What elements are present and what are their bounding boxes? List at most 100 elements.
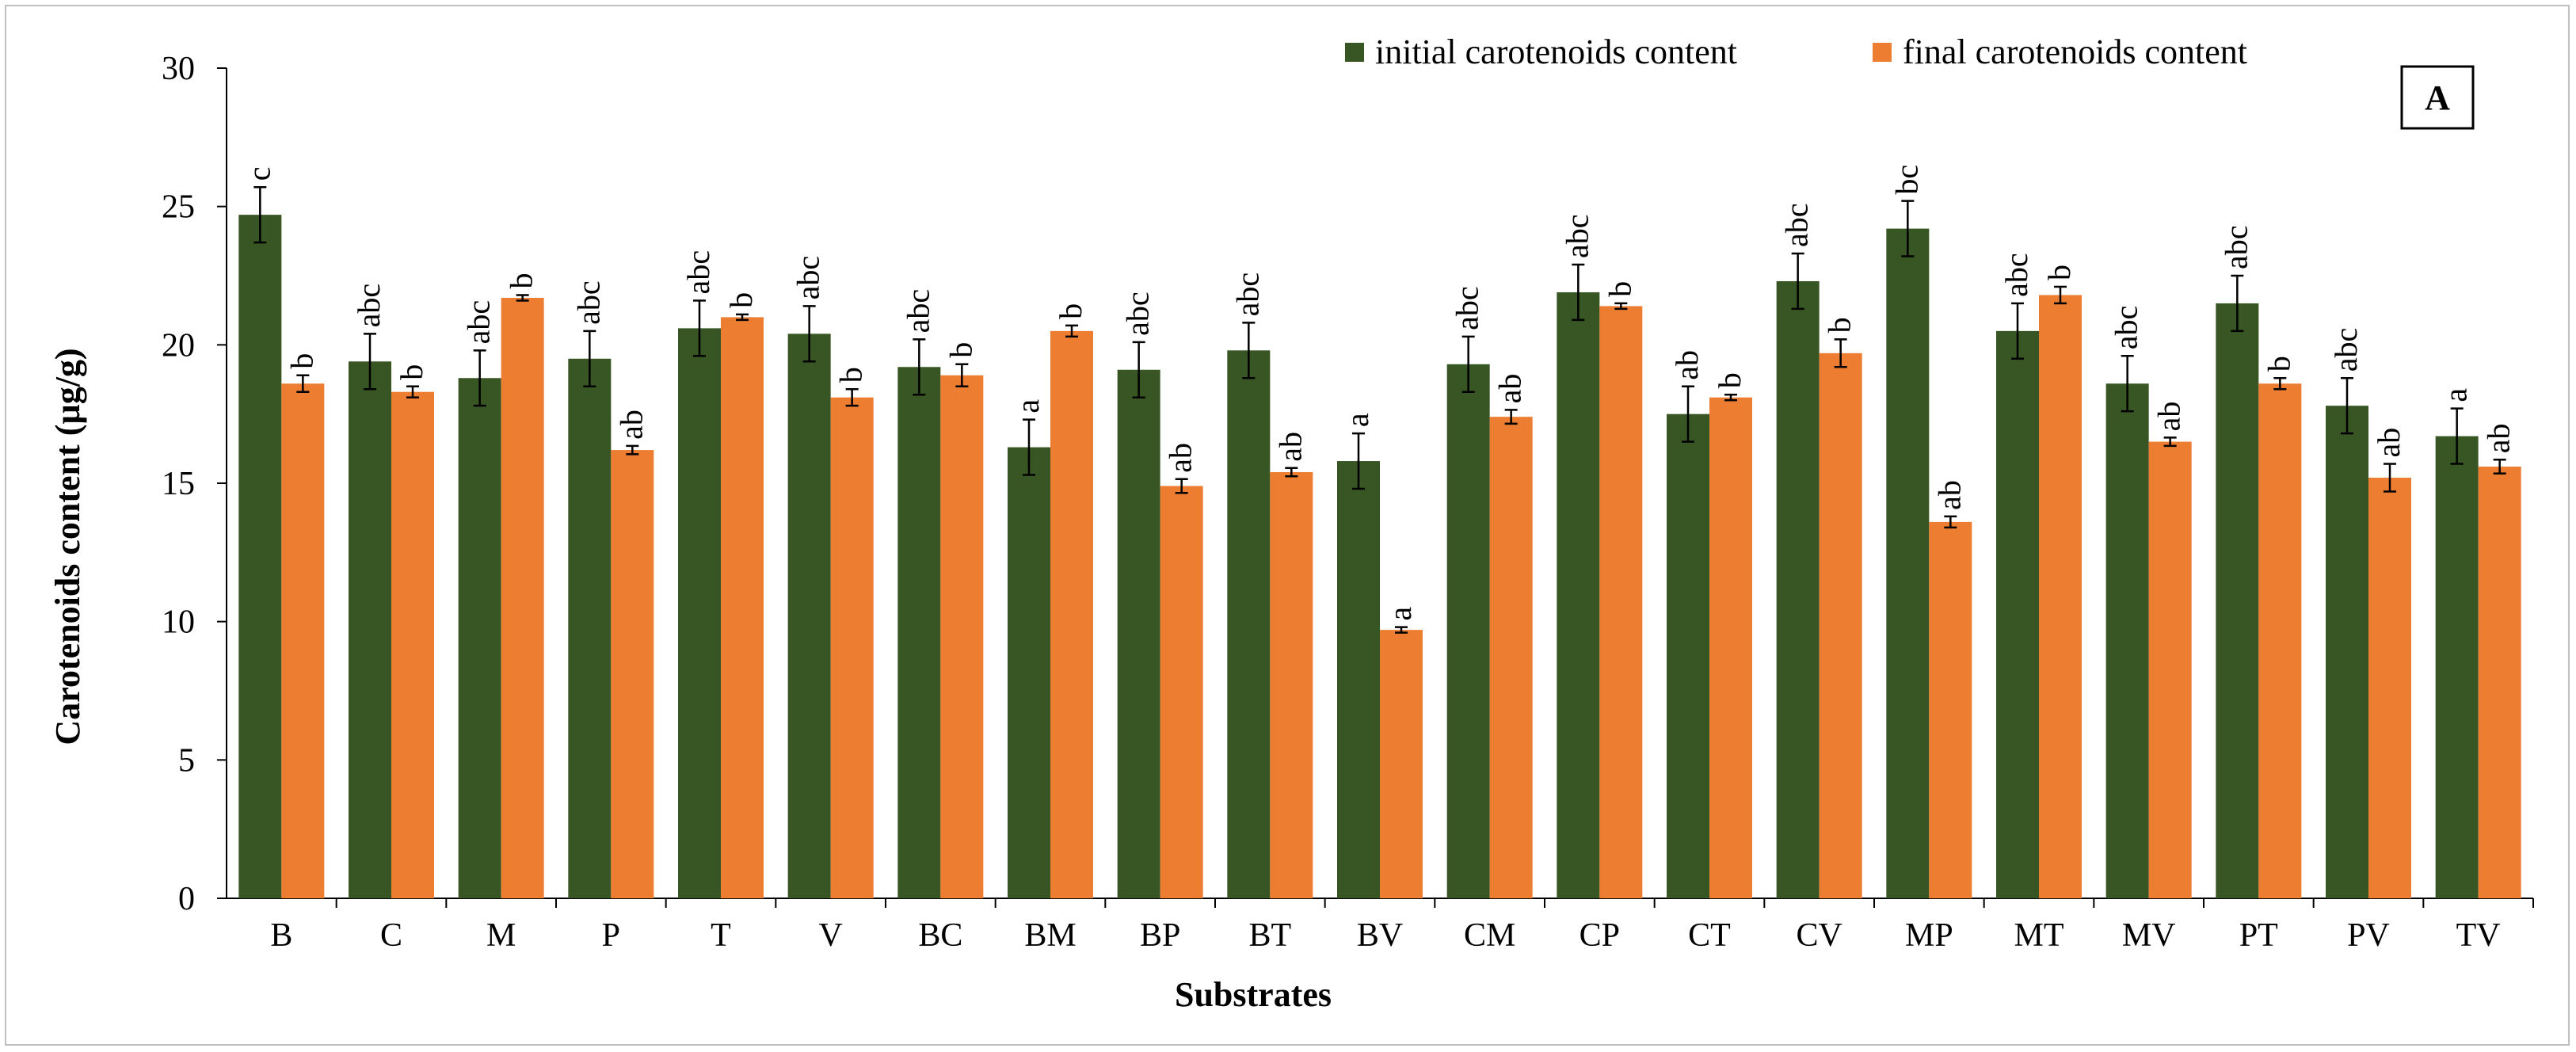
- significance-label: abc: [900, 289, 936, 334]
- bar-final: [1819, 353, 1862, 898]
- bar-final: [830, 397, 874, 898]
- bar-initial: [2435, 436, 2479, 898]
- bar-final: [721, 317, 764, 898]
- significance-label: abc: [1450, 286, 1485, 330]
- bar-initial: [238, 215, 282, 898]
- legend-entry: final carotenoids content: [1903, 32, 2247, 71]
- legend: initial carotenoids content final caroten…: [1345, 32, 2247, 71]
- significance-label: abc: [1559, 215, 1595, 259]
- x-tick-label: BM: [1024, 917, 1076, 954]
- x-tick-label: CP: [1580, 917, 1620, 954]
- significance-label: c: [241, 166, 276, 181]
- bar-initial: [1886, 228, 1930, 898]
- significance-label: b: [504, 273, 539, 288]
- y-tick-label: 0: [178, 881, 195, 917]
- bar-initial: [1446, 364, 1490, 899]
- significance-label: b: [723, 292, 759, 308]
- bar-initial: [2326, 406, 2368, 898]
- y-tick-label: 25: [162, 189, 195, 226]
- y-tick-label: 15: [162, 466, 195, 502]
- legend-swatch: [1873, 43, 1892, 62]
- bar-final: [2039, 295, 2082, 898]
- x-tick-label: BC: [918, 917, 962, 954]
- bar-final: [1270, 472, 1313, 898]
- x-tick-label: BV: [1357, 917, 1403, 954]
- significance-label: b: [1602, 281, 1637, 297]
- significance-label: ab: [2481, 424, 2517, 454]
- x-tick-label: TV: [2456, 917, 2501, 954]
- significance-label: abc: [570, 280, 606, 325]
- bar-final: [1380, 630, 1423, 898]
- significance-label: b: [284, 353, 319, 369]
- bar-final: [281, 383, 325, 898]
- bar-initial: [1008, 447, 1050, 898]
- x-tick-label: P: [602, 917, 620, 954]
- significance-label: a: [2438, 388, 2474, 402]
- significance-label: a: [1382, 607, 1418, 621]
- bar-initial: [1667, 414, 1709, 898]
- legend-swatch: [1345, 43, 1364, 62]
- significance-label: abc: [1229, 273, 1265, 317]
- bar-final: [1929, 521, 1972, 898]
- x-tick-label: BP: [1140, 917, 1180, 954]
- significance-label: b: [2041, 265, 2077, 280]
- significance-label: ab: [2371, 428, 2406, 458]
- significance-label: ab: [2151, 402, 2187, 432]
- significance-label: abc: [1120, 292, 1156, 336]
- significance-label: b: [943, 342, 978, 358]
- x-tick-label: MT: [2014, 917, 2064, 954]
- significance-label: b: [2261, 356, 2296, 372]
- bar-final: [611, 450, 654, 898]
- x-tick-label: M: [486, 917, 516, 954]
- significance-label: abc: [2218, 225, 2254, 269]
- bars: [238, 185, 2521, 899]
- significance-label: ab: [613, 410, 649, 440]
- significance-label: b: [833, 367, 869, 383]
- x-tick-label: MV: [2122, 917, 2176, 954]
- bar-final: [1709, 397, 1752, 898]
- y-axis-title: Carotenoids content (µg/g): [48, 348, 87, 745]
- bar-initial: [1776, 280, 1820, 898]
- x-axis-title: Substrates: [1175, 975, 1332, 1014]
- significance-label: abc: [791, 256, 826, 300]
- bar-final: [2258, 383, 2302, 898]
- x-tick-label: MP: [1905, 917, 1953, 954]
- x-tick-label: B: [270, 917, 292, 954]
- bar-final: [2148, 441, 2192, 898]
- bar-final: [391, 391, 434, 899]
- significance-label: ab: [1272, 432, 1308, 462]
- significance-label: a: [1339, 413, 1375, 427]
- panel-label: A: [2425, 78, 2450, 117]
- bar-initial: [1337, 461, 1380, 898]
- significance-label: b: [1822, 317, 1858, 333]
- x-tick-label: T: [711, 917, 731, 954]
- significance-label: abc: [1999, 253, 2034, 297]
- bar-final: [501, 297, 544, 898]
- significance-label: b: [1712, 372, 1747, 388]
- significance-label: ab: [1492, 374, 1528, 404]
- bar-initial: [678, 328, 721, 899]
- bar-final: [1160, 486, 1203, 898]
- significance-label: a: [1010, 399, 1046, 414]
- significance-label: abc: [461, 300, 497, 345]
- bar-final: [1050, 330, 1093, 898]
- x-tick-label: BT: [1248, 917, 1291, 954]
- significance-label: abc: [680, 250, 716, 295]
- bar-final: [2368, 478, 2411, 898]
- significance-label: abc: [351, 284, 387, 328]
- bar-initial: [2105, 383, 2149, 898]
- significance-label: bc: [1888, 165, 1924, 195]
- significance-label: ab: [1669, 350, 1705, 380]
- bar-initial: [568, 358, 612, 898]
- y-tick-label: 10: [162, 604, 195, 641]
- bar-final: [940, 375, 984, 898]
- bar-initial: [458, 378, 501, 899]
- significance-label: ab: [1931, 480, 1967, 510]
- bar-initial: [1227, 350, 1271, 898]
- y-tick-label: 30: [162, 51, 195, 87]
- x-tick-label: PT: [2239, 917, 2278, 954]
- significance-label: ab: [1163, 443, 1198, 473]
